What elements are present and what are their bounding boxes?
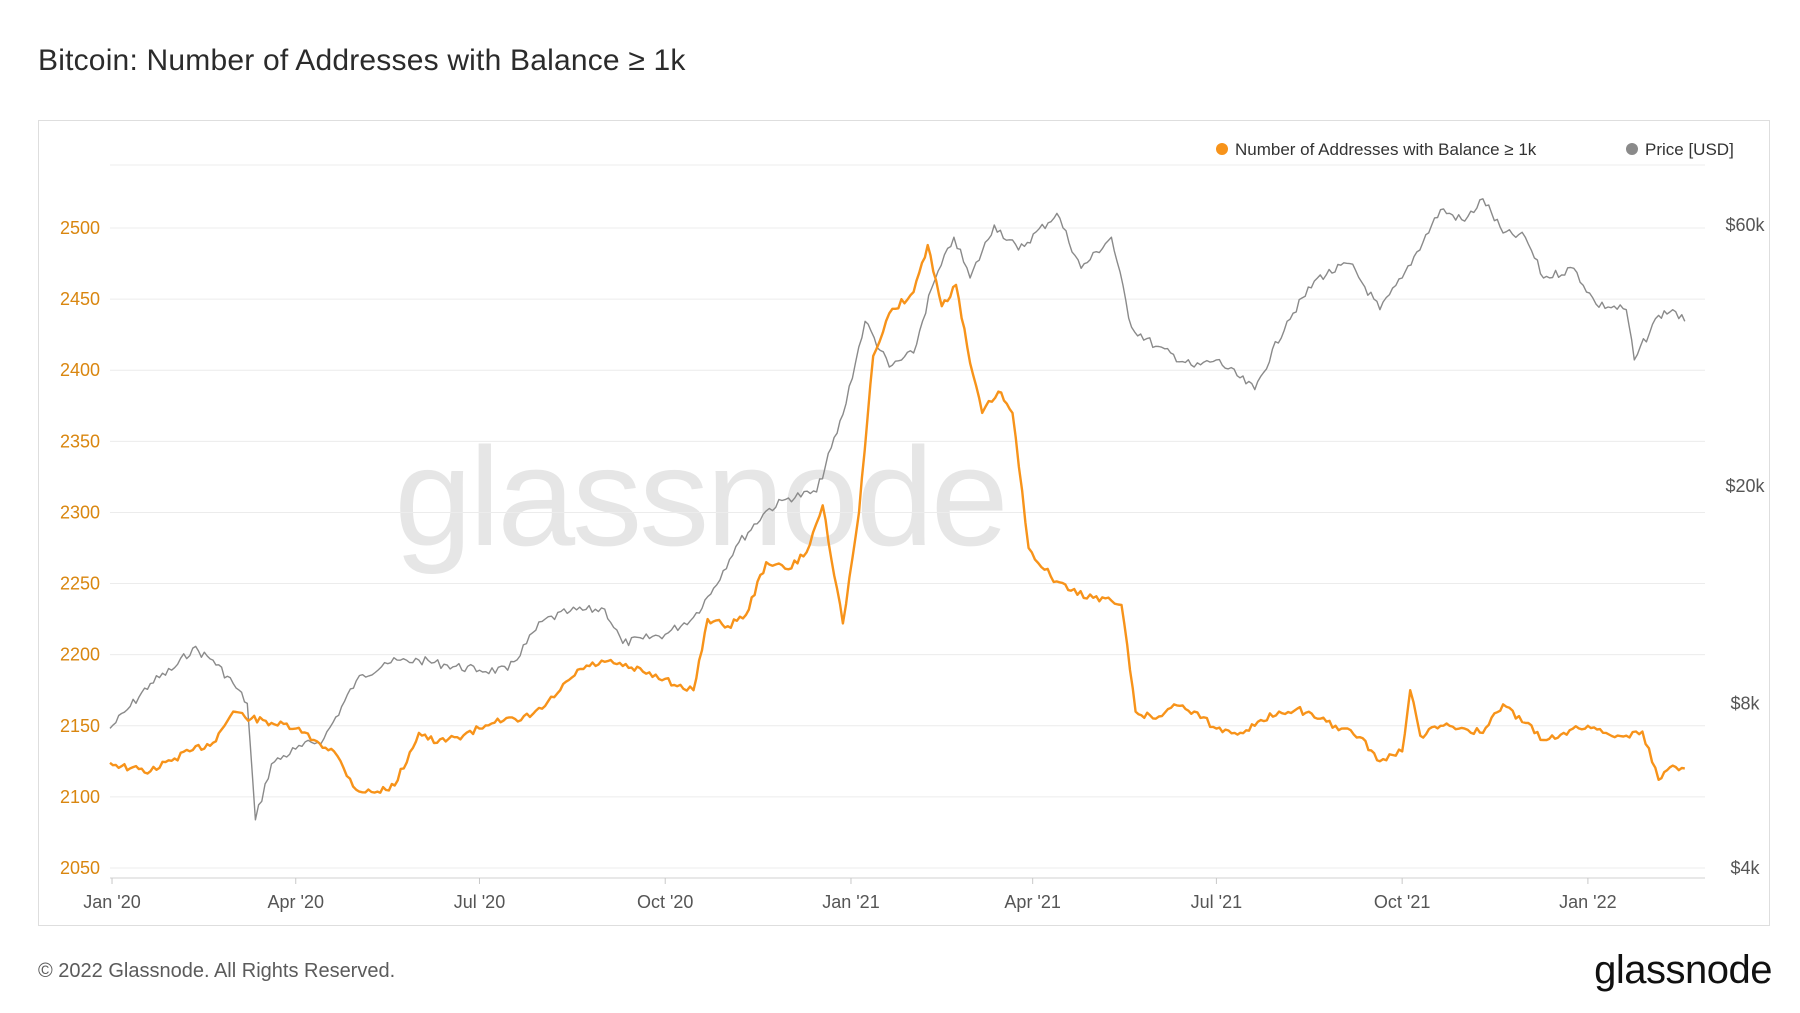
- y-left-tick: 2250: [60, 574, 100, 594]
- addresses-series: [109, 243, 1685, 794]
- addresses-line: [109, 243, 1685, 794]
- x-tick-label: Jul '20: [454, 892, 505, 912]
- y-left-tick: 2200: [60, 645, 100, 665]
- chart-title: Bitcoin: Number of Addresses with Balanc…: [38, 44, 686, 77]
- glassnode-logo: glassnode: [1594, 948, 1772, 992]
- y-right-tick: $4k: [1730, 858, 1760, 878]
- legend-dot-price: [1626, 143, 1638, 155]
- x-tick-label: Oct '20: [637, 892, 693, 912]
- price-line: [109, 198, 1686, 821]
- y-right-tick: $20k: [1725, 476, 1765, 496]
- grid-lines: [110, 164, 1705, 879]
- chart-frame: [38, 120, 1770, 926]
- x-tick-label: Apr '20: [268, 892, 324, 912]
- legend-label-addresses[interactable]: Number of Addresses with Balance ≥ 1k: [1235, 140, 1537, 159]
- x-tick-label: Oct '21: [1374, 892, 1430, 912]
- x-tick-label: Jul '21: [1191, 892, 1242, 912]
- y-axis-right: $4k $8k $20k $60k: [1725, 215, 1765, 878]
- x-axis: Jan '20 Apr '20 Jul '20 Oct '20 Jan '21 Apr '…: [83, 878, 1617, 912]
- y-left-tick: 2350: [60, 431, 100, 451]
- legend: Number of Addresses with Balance ≥ 1k Pri…: [1216, 140, 1734, 159]
- y-axis-left: 2050 2100 2150 2200 2250 2300 2350 2400 2450 2500: [60, 218, 100, 878]
- y-right-tick: $8k: [1730, 693, 1760, 713]
- watermark-text: glassnode: [394, 418, 1005, 575]
- x-tick-label: Jan '21: [822, 892, 879, 912]
- x-tick-label: Jan '20: [83, 892, 140, 912]
- y-left-tick: 2150: [60, 716, 100, 736]
- y-left-tick: 2450: [60, 289, 100, 309]
- x-tick-label: Apr '21: [1004, 892, 1060, 912]
- y-left-tick: 2100: [60, 787, 100, 807]
- legend-dot-addresses: [1216, 143, 1228, 155]
- price-series: [109, 198, 1686, 821]
- y-right-tick: $60k: [1725, 215, 1765, 235]
- y-left-tick: 2400: [60, 360, 100, 380]
- y-left-tick: 2500: [60, 218, 100, 238]
- legend-label-price[interactable]: Price [USD]: [1645, 140, 1734, 159]
- copyright-text: © 2022 Glassnode. All Rights Reserved.: [38, 960, 396, 982]
- y-left-tick: 2300: [60, 502, 100, 522]
- x-tick-label: Jan '22: [1559, 892, 1616, 912]
- y-left-tick: 2050: [60, 858, 100, 878]
